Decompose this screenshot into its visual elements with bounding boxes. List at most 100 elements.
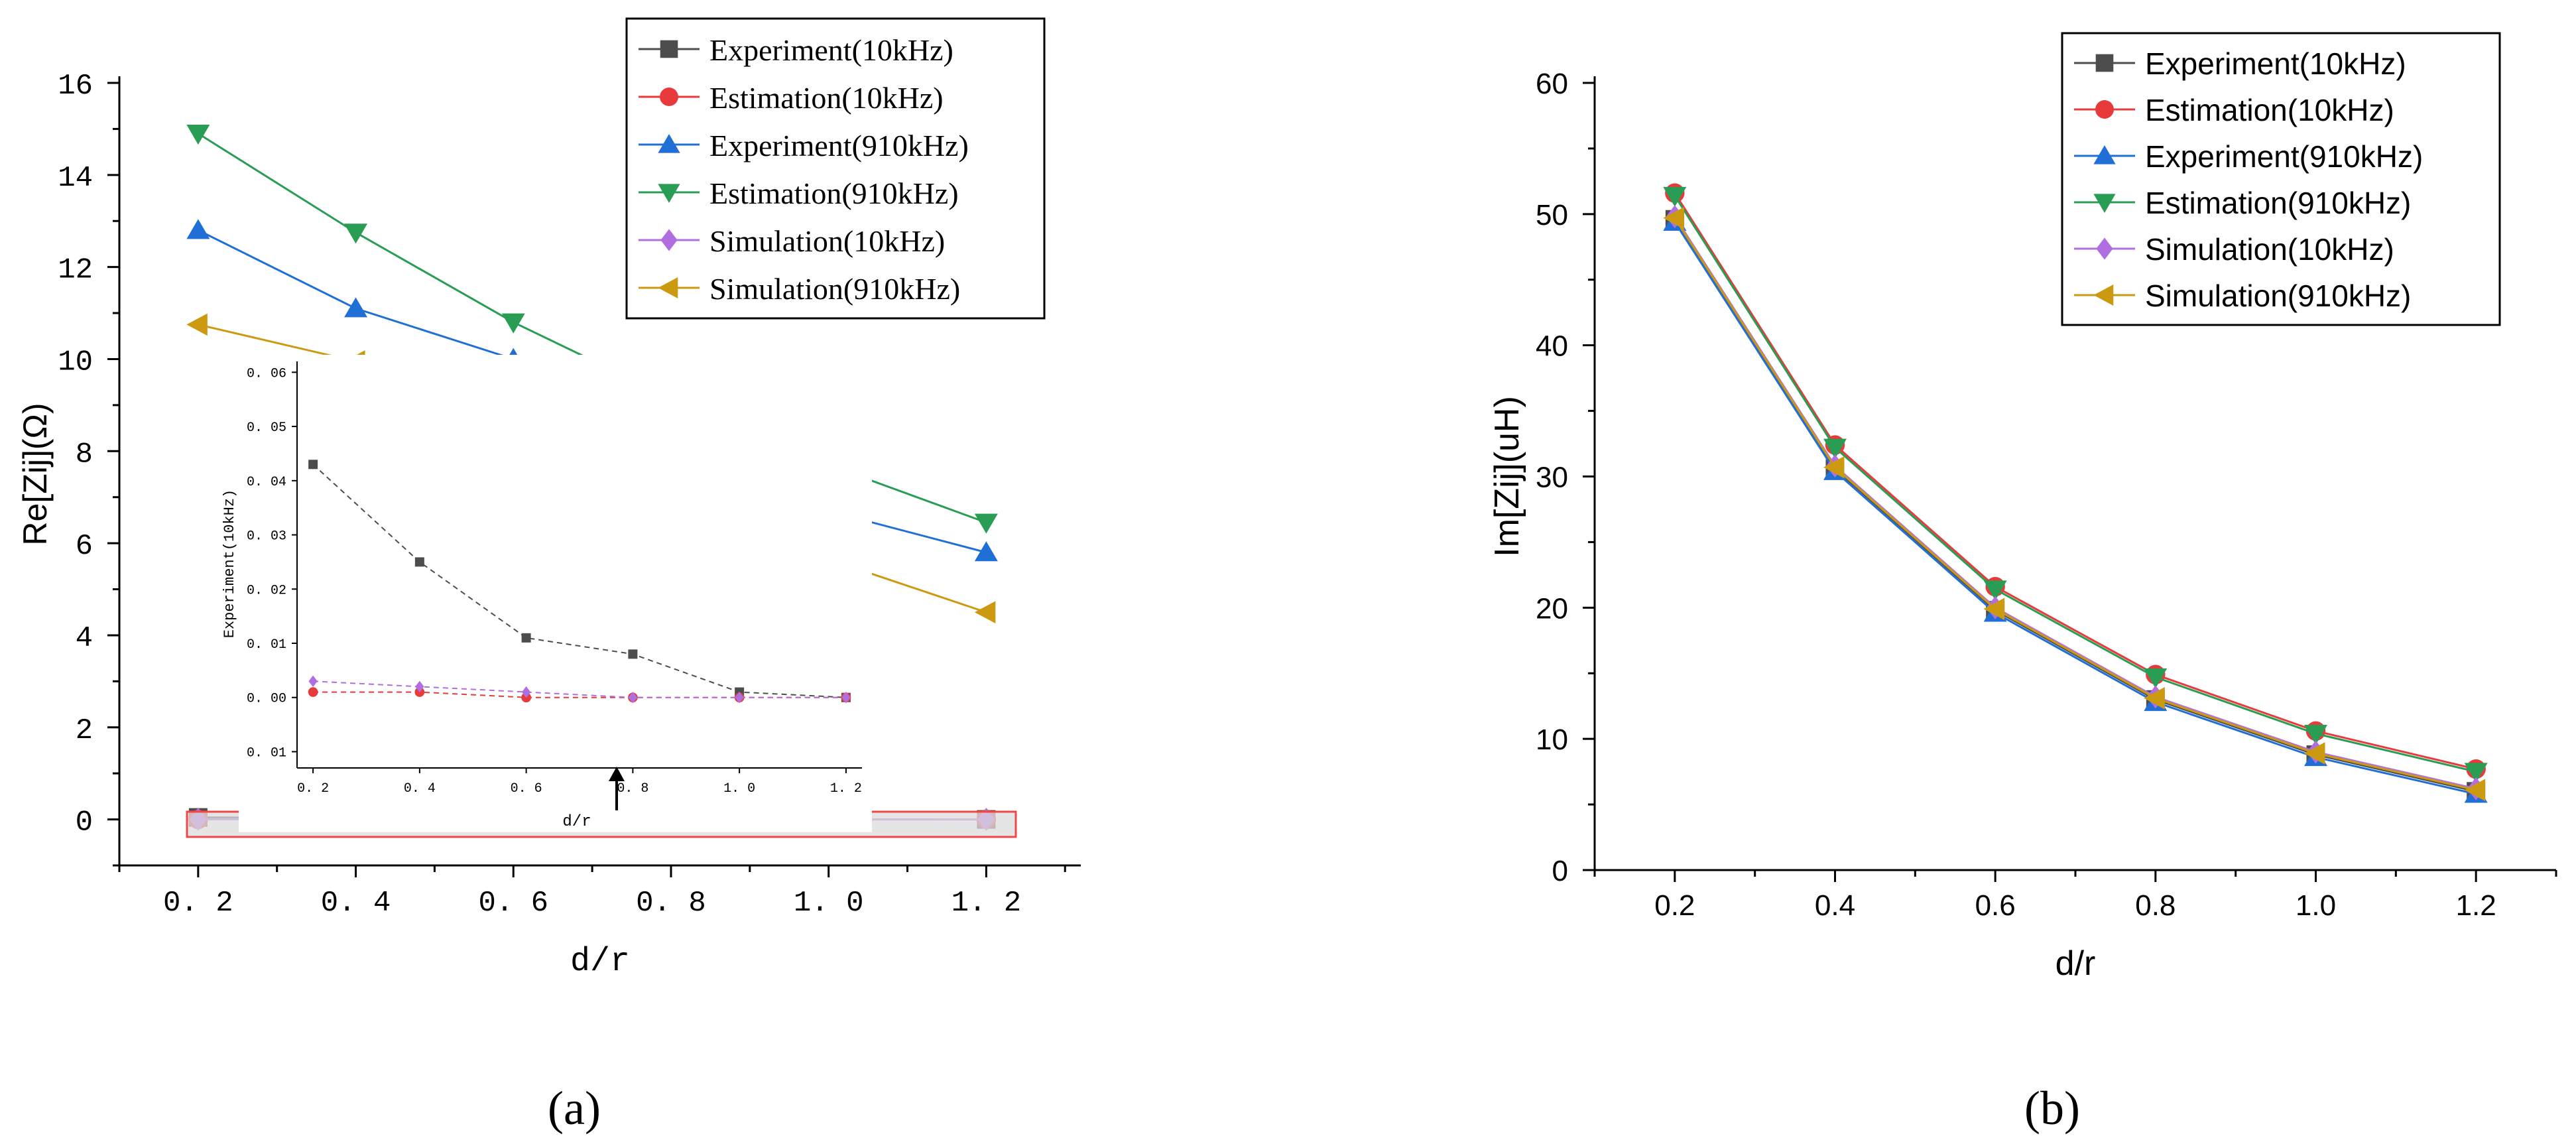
a-point-simulation-910khz-5 bbox=[974, 601, 996, 624]
b-point-simulation-910khz-0 bbox=[1663, 206, 1684, 229]
a-legend-marker-experiment-910khz bbox=[658, 134, 680, 153]
b-point-simulation-910khz-5 bbox=[2464, 779, 2486, 802]
inset-x-tick-label: 0. 6 bbox=[511, 781, 542, 796]
a-legend-label-estimation-10khz: Estimation(10kHz) bbox=[709, 81, 944, 115]
a-x-tick-label: 1. 0 bbox=[794, 887, 864, 920]
b-legend-label-estimation-910khz: Estimation(910kHz) bbox=[2145, 186, 2411, 220]
panel-a-chart: 0 2 4 6 8 10 12 14 16 0. 2 0. 4 0. 6 0. 8 1. 0 1. 2 d/r… bbox=[17, 17, 1081, 981]
inset-point-simulation-10khz-5 bbox=[841, 691, 851, 704]
panel-b-series bbox=[1663, 183, 2488, 803]
inset-x-tick-label: 0. 4 bbox=[404, 781, 436, 796]
b-y-axis-label: Im[Zij](uH) bbox=[1488, 396, 1526, 557]
a-point-experiment-910khz-1 bbox=[344, 297, 368, 318]
inset-point-experiment-10khz-1 bbox=[414, 557, 424, 567]
b-legend-marker-simulation-10khz bbox=[2096, 237, 2113, 260]
inset-y-tick-label: 0. 06 bbox=[247, 366, 286, 381]
inset-point-experiment-10khz-3 bbox=[628, 649, 638, 659]
inset-y-tick-label: 0. 05 bbox=[247, 420, 286, 436]
b-legend-marker-estimation-10khz bbox=[2095, 100, 2114, 119]
a-point-simulation-910khz-0 bbox=[186, 313, 208, 336]
inset-y-tick-label: 0. 00 bbox=[247, 692, 286, 707]
a-legend-marker-estimation-910khz bbox=[658, 184, 680, 203]
inset-x-tick-label: 0. 2 bbox=[297, 781, 329, 796]
b-legend-marker-experiment-10khz bbox=[2095, 54, 2114, 72]
panel-b-legend: Experiment(10kHz) Estimation(10kHz) Experi… bbox=[2061, 32, 2501, 326]
b-y-tick-label: 40 bbox=[1536, 330, 1568, 363]
panel-a-legend: Experiment(10kHz) Estimation(10kHz) Experi… bbox=[625, 17, 1046, 320]
a-y-tick-label: 12 bbox=[58, 254, 93, 287]
a-x-tick-label: 0. 8 bbox=[636, 887, 706, 920]
inset-point-experiment-10khz-2 bbox=[521, 633, 531, 643]
b-x-tick-label: 0.6 bbox=[1975, 889, 2016, 922]
inset-y-tick-label: 0. 04 bbox=[247, 475, 286, 490]
b-point-estimation-910khz-0 bbox=[1663, 186, 1687, 207]
inset-point-simulation-10khz-2 bbox=[521, 686, 531, 698]
a-point-experiment-910khz-0 bbox=[186, 219, 210, 239]
a-y-axis-label: Re[Zij](Ω) bbox=[17, 403, 54, 545]
inset-point-simulation-10khz-0 bbox=[308, 675, 318, 687]
b-x-tick-label: 0.2 bbox=[1654, 889, 1695, 922]
inset-x-tick-label: 0. 8 bbox=[617, 781, 648, 796]
b-y-tick-label: 0 bbox=[1552, 855, 1568, 887]
inset-point-simulation-10khz-3 bbox=[628, 691, 638, 704]
a-point-experiment-910khz-5 bbox=[974, 541, 998, 562]
inset-x-tick-label: 1. 2 bbox=[830, 781, 862, 796]
a-y-tick-label: 0 bbox=[76, 806, 93, 840]
a-point-estimation-910khz-0 bbox=[186, 125, 210, 145]
panel-a-caption: (a) bbox=[548, 1082, 601, 1135]
b-point-simulation-910khz-3 bbox=[2144, 687, 2165, 710]
panel-a-axes: 0 2 4 6 8 10 12 14 16 0. 2 0. 4 0. 6 0. 8 1. 0 1. 2 d/r… bbox=[17, 70, 1081, 981]
b-y-tick-label: 50 bbox=[1536, 199, 1568, 231]
panel-a-inset-chart: 0. 01 0. 00 0. 01 0. 02 0. 03 0. 04 0. 05 0. 06… bbox=[221, 355, 872, 832]
b-legend-marker-experiment-910khz bbox=[2093, 145, 2116, 164]
a-y-tick-label: 10 bbox=[58, 346, 93, 379]
b-point-estimation-910khz-4 bbox=[2304, 724, 2327, 745]
inset-y-axis-label: Experiment(10kHz) bbox=[221, 489, 238, 638]
b-x-tick-label: 1.0 bbox=[2296, 889, 2336, 922]
a-y-tick-label: 16 bbox=[58, 70, 93, 103]
b-x-axis-label: d/r bbox=[2055, 944, 2096, 983]
b-series-line-experiment-910khz bbox=[1674, 221, 2477, 795]
b-y-tick-label: 10 bbox=[1536, 724, 1568, 756]
b-x-tick-label: 0.4 bbox=[1815, 889, 1855, 922]
b-point-simulation-910khz-1 bbox=[1823, 456, 1845, 479]
b-legend-marker-simulation-910khz bbox=[2093, 284, 2114, 306]
b-point-estimation-910khz-2 bbox=[1983, 580, 2007, 601]
a-legend-label-experiment-10khz: Experiment(10kHz) bbox=[709, 33, 953, 67]
b-legend-label-simulation-10khz: Simulation(10kHz) bbox=[2145, 232, 2394, 267]
inset-y-tick-label: 0. 03 bbox=[247, 529, 286, 544]
b-legend-label-simulation-910khz: Simulation(910kHz) bbox=[2145, 279, 2411, 313]
a-legend-label-estimation-910khz: Estimation(910kHz) bbox=[709, 176, 959, 210]
inset-y-tick-label: 0. 01 bbox=[247, 637, 286, 653]
b-point-simulation-910khz-2 bbox=[1983, 598, 2005, 621]
a-x-axis-label: d/r bbox=[570, 943, 630, 981]
a-point-estimation-910khz-1 bbox=[344, 223, 368, 244]
panel-b-caption: (b) bbox=[2024, 1082, 2080, 1135]
b-point-estimation-910khz-5 bbox=[2464, 763, 2488, 783]
inset-point-experiment-10khz-0 bbox=[308, 460, 318, 470]
b-series-line-simulation-910khz bbox=[1674, 217, 2477, 791]
b-legend-marker-estimation-910khz bbox=[2093, 194, 2116, 213]
inset-background bbox=[239, 355, 872, 832]
inset-x-tick-label: 1. 0 bbox=[723, 781, 755, 796]
inset-arrow-head bbox=[609, 767, 625, 781]
b-point-estimation-910khz-1 bbox=[1823, 438, 1847, 459]
a-point-estimation-910khz-2 bbox=[501, 313, 525, 334]
inset-point-simulation-10khz-4 bbox=[735, 691, 744, 704]
b-y-tick-label: 60 bbox=[1536, 68, 1568, 100]
a-x-tick-label: 0. 2 bbox=[163, 887, 233, 920]
a-y-tick-label: 14 bbox=[58, 162, 93, 195]
a-y-tick-label: 6 bbox=[76, 530, 93, 563]
b-point-simulation-910khz-4 bbox=[2304, 742, 2325, 765]
a-y-tick-label: 8 bbox=[76, 438, 93, 471]
a-x-tick-label: 0. 6 bbox=[478, 887, 548, 920]
a-legend-marker-experiment-10khz bbox=[660, 40, 678, 58]
inset-series-line-experiment-10khz bbox=[312, 464, 846, 698]
a-legend-box bbox=[625, 17, 1046, 320]
inset-y-tick-label: 0. 01 bbox=[247, 745, 286, 761]
a-legend-label-simulation-10khz: Simulation(10kHz) bbox=[709, 224, 945, 258]
inset-series-line-estimation-10khz bbox=[313, 691, 846, 698]
panel-b-chart: 0 10 20 30 40 50 60 0.2 0.4 0.6 0.8 1.0 1.2 d/r Im[Zij… bbox=[1488, 32, 2557, 983]
a-legend-marker-simulation-10khz bbox=[660, 229, 678, 251]
